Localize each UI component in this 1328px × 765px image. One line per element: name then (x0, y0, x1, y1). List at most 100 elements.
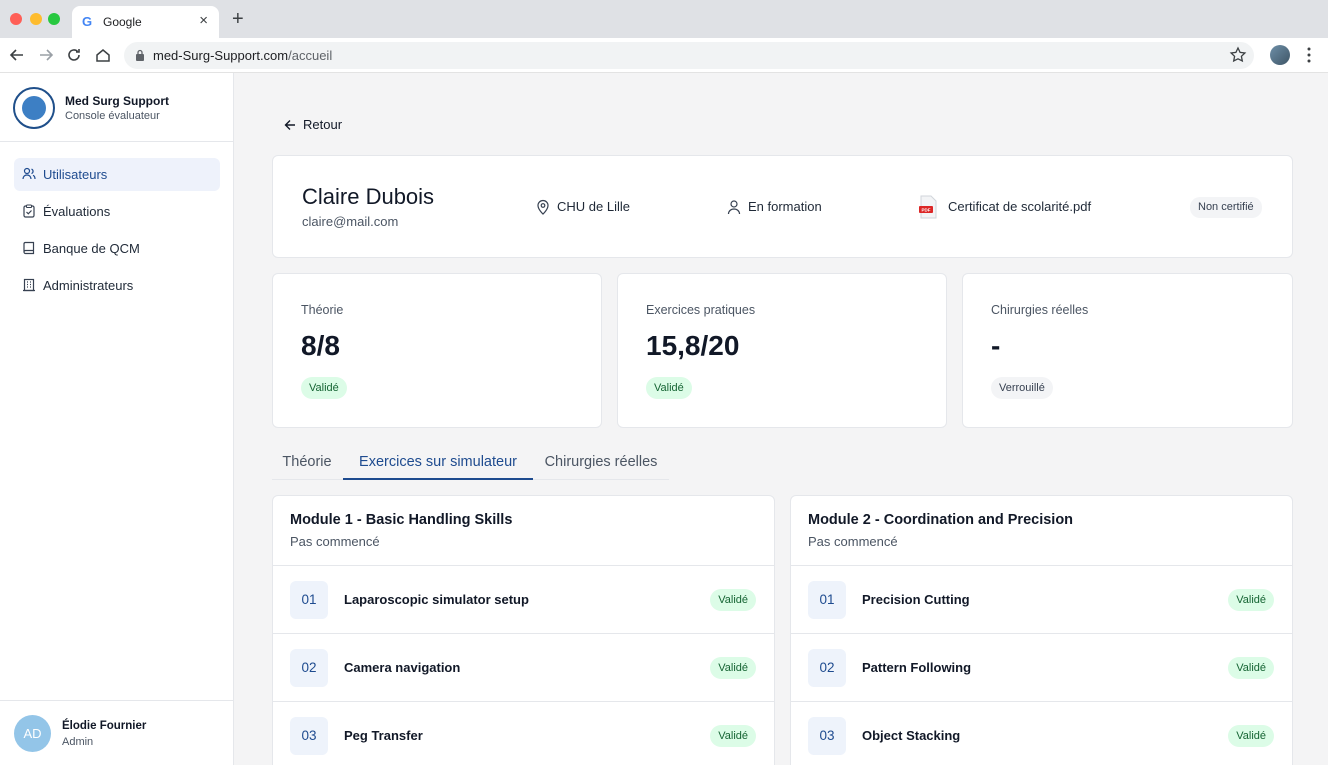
window-minimize-button[interactable] (30, 13, 42, 25)
exercise-name: Camera navigation (344, 660, 461, 675)
stat-value: - (991, 330, 1001, 361)
user-role: Admin (62, 736, 94, 748)
url-domain: med-Surg-Support.com (153, 48, 289, 63)
avatar: AD (14, 715, 51, 752)
exercise-row[interactable]: 03 Peg Transfer Validé (273, 701, 774, 765)
book-icon (23, 241, 35, 255)
stat-card-theorie: Théorie 8/8 Validé (272, 273, 602, 428)
browser-tab[interactable]: G Google × (72, 6, 219, 38)
svg-text:PDF: PDF (922, 208, 931, 213)
brand-subtitle: Console évaluateur (65, 110, 160, 122)
stat-label: Exercices pratiques (646, 303, 756, 317)
browser-profile-avatar[interactable] (1270, 45, 1290, 65)
exercise-number: 01 (808, 581, 846, 619)
status-badge: Validé (1228, 657, 1274, 679)
tab-chirurgies-reelles[interactable]: Chirurgies réelles (544, 454, 658, 470)
stat-label: Théorie (301, 303, 344, 317)
browser-toolbar: med-Surg-Support.com/accueil (0, 38, 1328, 73)
map-pin-icon (537, 199, 549, 215)
exercise-number: 03 (808, 717, 846, 755)
exercise-name: Precision Cutting (862, 592, 970, 607)
url-text: med-Surg-Support.com/accueil (153, 48, 332, 63)
status-badge: Validé (646, 377, 692, 399)
document-name: Certificat de scolarité.pdf (948, 199, 1092, 214)
users-icon (22, 167, 36, 180)
trainee-email: claire@mail.com (302, 214, 399, 229)
bookmark-star-icon[interactable] (1228, 45, 1248, 65)
current-user[interactable]: AD Élodie Fournier Admin (0, 700, 233, 765)
sidebar-item-evaluations[interactable]: Évaluations (14, 195, 220, 228)
brand-logo (13, 87, 55, 129)
address-bar[interactable]: med-Surg-Support.com/accueil (124, 42, 1254, 69)
status-badge: Validé (1228, 725, 1274, 747)
exercise-number: 01 (290, 581, 328, 619)
exercise-row[interactable]: 03 Object Stacking Validé (791, 701, 1292, 765)
tab-theorie[interactable]: Théorie (282, 454, 332, 470)
certification-badge: Non certifié (1190, 197, 1262, 218)
lock-icon (136, 49, 144, 61)
pdf-file-icon: PDF (919, 195, 937, 219)
arrow-left-icon (284, 120, 295, 130)
window-maximize-button[interactable] (48, 13, 60, 25)
status-badge: Validé (301, 377, 347, 399)
clipboard-check-icon (23, 204, 35, 218)
exercise-row[interactable]: 02 Camera navigation Validé (273, 633, 774, 701)
exercise-number: 02 (290, 649, 328, 687)
exercise-number: 02 (808, 649, 846, 687)
tab-exercices-simulateur[interactable]: Exercices sur simulateur (343, 450, 533, 480)
stat-label: Chirurgies réelles (991, 303, 1089, 317)
module-status: Pas commencé (290, 534, 380, 549)
sidebar-item-utilisateurs[interactable]: Utilisateurs (14, 158, 220, 191)
sidebar: Med Surg Support Console évaluateur Util… (0, 73, 234, 765)
exercise-row[interactable]: 02 Pattern Following Validé (791, 633, 1292, 701)
module-status: Pas commencé (808, 534, 898, 549)
module-title: Module 2 - Coordination and Precision (808, 512, 1074, 528)
sidebar-item-label: Utilisateurs (43, 167, 108, 182)
exercise-row[interactable]: 01 Precision Cutting Validé (791, 565, 1292, 633)
status-badge: Validé (710, 725, 756, 747)
exercise-name: Peg Transfer (344, 728, 423, 743)
exercise-number: 03 (290, 717, 328, 755)
user-name: Élodie Fournier (62, 720, 147, 732)
module-card: Module 1 - Basic Handling Skills Pas com… (272, 495, 775, 765)
module-card: Module 2 - Coordination and Precision Pa… (790, 495, 1293, 765)
exercise-name: Laparoscopic simulator setup (344, 592, 529, 607)
url-path: /accueil (288, 48, 333, 63)
forward-arrow-icon[interactable] (36, 45, 56, 65)
stat-card-exercices: Exercices pratiques 15,8/20 Validé (617, 273, 947, 428)
sidebar-item-administrateurs[interactable]: Administrateurs (14, 269, 220, 302)
brand-name: Med Surg Support (65, 94, 169, 108)
sidebar-item-label: Banque de QCM (43, 241, 140, 256)
status-badge: Validé (1228, 589, 1274, 611)
stat-value: 8/8 (301, 330, 340, 361)
brand-header: Med Surg Support Console évaluateur (0, 73, 233, 142)
exercise-name: Pattern Following (862, 660, 972, 675)
training-status: En formation (748, 199, 822, 214)
sidebar-item-banque-qcm[interactable]: Banque de QCM (14, 232, 220, 265)
new-tab-icon[interactable]: + (232, 8, 244, 30)
browser-menu-icon[interactable] (1306, 46, 1312, 64)
status-badge: Verrouillé (991, 377, 1053, 399)
tab-bar: Théorie Exercices sur simulateur Chirurg… (272, 450, 669, 480)
back-label: Retour (303, 117, 343, 132)
module-title: Module 1 - Basic Handling Skills (290, 512, 513, 528)
hospital-name: CHU de Lille (557, 199, 630, 214)
status-badge: Validé (710, 589, 756, 611)
trainee-name: Claire Dubois (302, 184, 435, 209)
profile-card: Claire Dubois claire@mail.com CHU de Lil… (272, 155, 1293, 258)
stat-value: 15,8/20 (646, 330, 740, 361)
sidebar-item-label: Évaluations (43, 204, 111, 219)
home-icon[interactable] (93, 45, 113, 65)
user-icon (727, 200, 741, 215)
reload-icon[interactable] (64, 45, 84, 65)
building-icon (23, 278, 35, 292)
google-favicon-icon: G (82, 14, 93, 29)
exercise-row[interactable]: 01 Laparoscopic simulator setup Validé (273, 565, 774, 633)
status-badge: Validé (710, 657, 756, 679)
tab-title: Google (103, 15, 142, 29)
back-arrow-icon[interactable] (7, 45, 27, 65)
window-close-button[interactable] (10, 13, 22, 25)
sidebar-item-label: Administrateurs (43, 278, 134, 293)
tab-close-icon[interactable]: × (199, 12, 208, 29)
stat-card-chirurgies: Chirurgies réelles - Verrouillé (962, 273, 1293, 428)
